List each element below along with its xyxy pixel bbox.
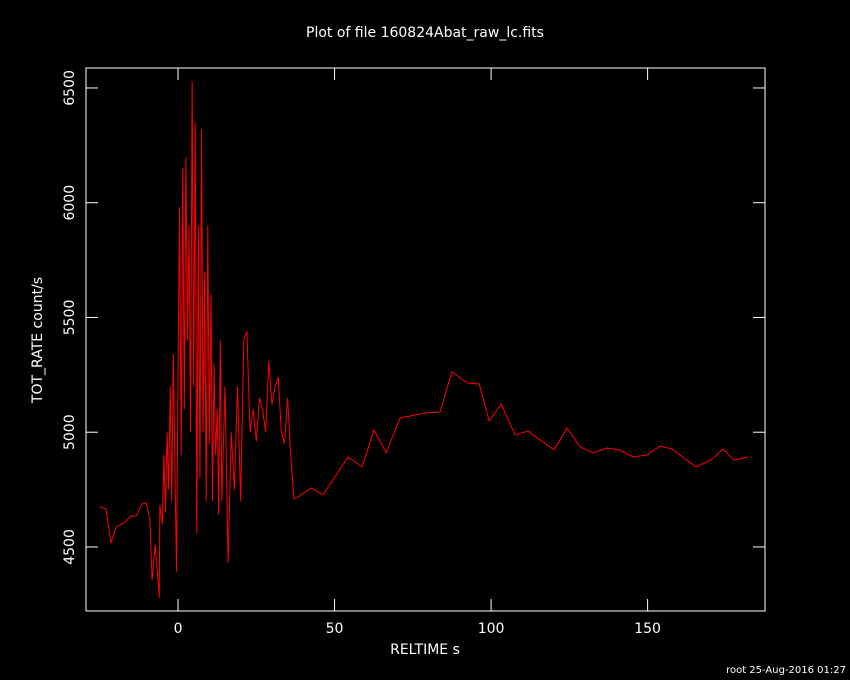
- y-tick-label: 6500: [62, 70, 78, 106]
- footer: root 25-Aug-2016 01:27: [726, 665, 846, 676]
- x-tick-label: 100: [478, 621, 505, 637]
- y-tick-label: 4500: [62, 529, 78, 565]
- y-tick-label: 5000: [62, 414, 78, 450]
- x-tick-label: 0: [174, 621, 183, 637]
- y-tick-label: 5500: [62, 300, 78, 336]
- y-axis-label: TOT_RATE count/s: [30, 277, 46, 404]
- x-tick-label: 150: [634, 621, 661, 637]
- chart-title: Plot of file 160824Abat_raw_lc.fits: [306, 25, 544, 41]
- plot-frame: [85, 67, 766, 612]
- data-line: [99, 81, 749, 598]
- y-tick-label: 6000: [62, 185, 78, 221]
- x-axis-label: RELTIME s: [390, 642, 460, 658]
- x-tick-label: 50: [326, 621, 344, 637]
